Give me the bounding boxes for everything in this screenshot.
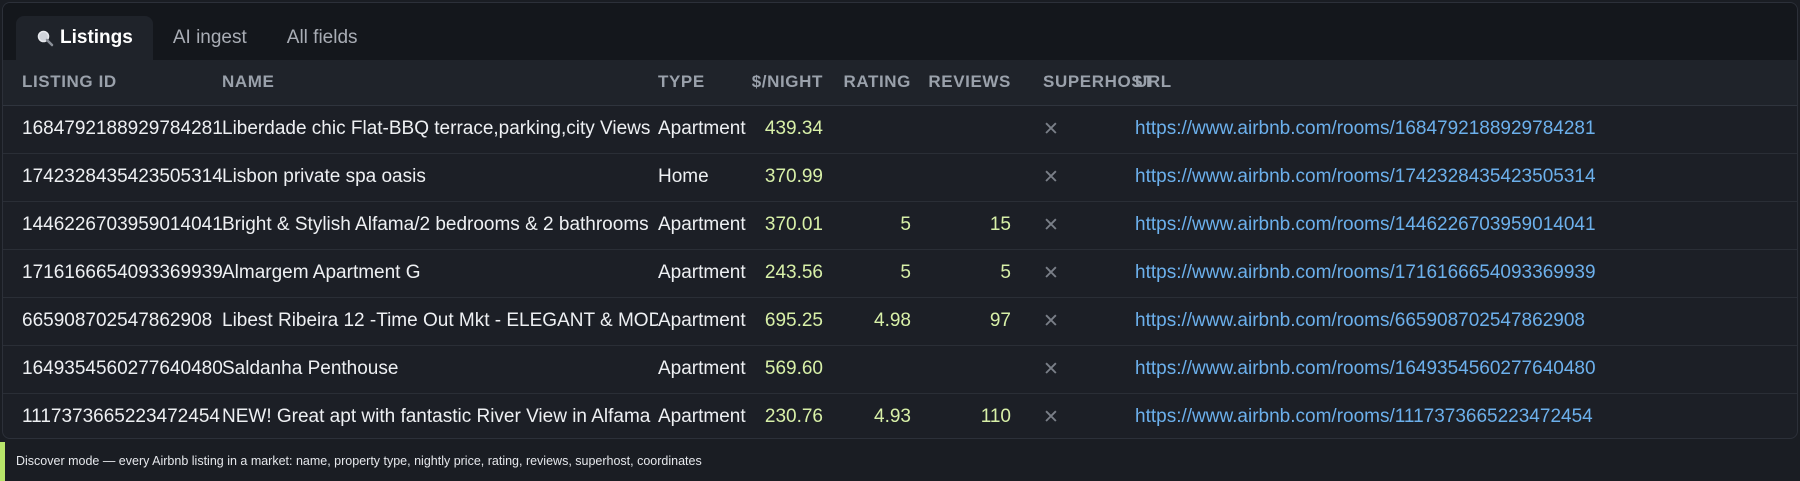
header-superhost[interactable]: SUPERHOST [1011, 60, 1154, 106]
search-icon [36, 29, 54, 47]
cell-listing-id: 1117373665223472454 [22, 406, 220, 428]
superhost-no-icon: ✕ [1043, 166, 1059, 188]
status-footer: Discover mode — every Airbnb listing in … [0, 442, 1800, 481]
cell-reviews: 97 [989, 310, 1011, 331]
listing-url-link[interactable]: https://www.airbnb.com/rooms/14462267039… [1135, 214, 1596, 235]
cell-price: 439.34 [764, 118, 823, 139]
cell-rating [823, 105, 911, 153]
cell-name: Almargem Apartment G [222, 262, 421, 283]
cell-type: Apartment [658, 358, 746, 379]
cell-listing-id: 665908702547862908 [22, 310, 213, 331]
cell-price: 695.25 [764, 310, 823, 331]
listing-url-link[interactable]: https://www.airbnb.com/rooms/17161666540… [1135, 262, 1596, 283]
cell-price: 230.76 [764, 406, 823, 428]
cell-type: Home [658, 166, 709, 187]
cell-name: NEW! Great apt with fantastic River View… [222, 406, 651, 428]
tab-label: Listings [60, 27, 133, 48]
listing-url-link[interactable]: https://www.airbnb.com/rooms/17423284354… [1135, 166, 1596, 187]
cell-type: Apartment [658, 214, 746, 235]
cell-rating: 5 [900, 262, 911, 283]
header-price[interactable]: $/NIGHT [751, 60, 823, 106]
cell-name: Saldanha Penthouse [222, 358, 399, 379]
footer-text: Discover mode — every Airbnb listing in … [16, 454, 702, 468]
cell-reviews: 15 [989, 214, 1011, 235]
superhost-no-icon: ✕ [1043, 214, 1059, 236]
cell-price: 370.01 [764, 214, 823, 235]
superhost-no-icon: ✕ [1043, 358, 1059, 380]
superhost-no-icon: ✕ [1043, 262, 1059, 284]
listing-url-link[interactable]: https://www.airbnb.com/rooms/11173736652… [1135, 406, 1593, 428]
header-reviews[interactable]: REVIEWS [911, 60, 1011, 106]
header-rating[interactable]: RATING [823, 60, 911, 106]
cell-price: 243.56 [764, 262, 823, 283]
cell-rating [823, 345, 911, 393]
cell-reviews: 110 [980, 406, 1011, 428]
table-row[interactable]: 1716166654093369939 Almargem Apartment G… [3, 249, 1797, 297]
table-header-row: LISTING ID NAME TYPE $/NIGHT RATING REVI… [3, 60, 1797, 106]
superhost-no-icon: ✕ [1043, 118, 1059, 140]
cell-type: Apartment [658, 118, 746, 139]
table-row[interactable]: 1742328435423505314 Lisbon private spa o… [3, 153, 1797, 201]
cell-name: Liberdade chic Flat-BBQ terrace,parking,… [222, 118, 651, 139]
cell-listing-id: 1446226703959014041 [22, 214, 222, 235]
cell-reviews: 5 [1000, 262, 1011, 283]
cell-type: Apartment [658, 262, 746, 283]
listings-table: LISTING ID NAME TYPE $/NIGHT RATING REVI… [3, 60, 1797, 438]
cell-type: Apartment [658, 406, 746, 428]
tab-ai-ingest[interactable]: AI ingest [153, 16, 267, 60]
tab-label: AI ingest [172, 27, 247, 48]
header-url[interactable]: URL [1135, 60, 1797, 106]
cell-reviews [911, 153, 1011, 201]
header-type[interactable]: TYPE [658, 60, 751, 106]
cell-listing-id: 1742328435423505314 [22, 166, 222, 187]
table-row[interactable]: 1117373665223472454 NEW! Great apt with … [3, 393, 1797, 438]
tab-listings[interactable]: Listings [16, 16, 153, 60]
tab-label: All fields [286, 27, 358, 48]
superhost-no-icon: ✕ [1043, 310, 1059, 332]
listing-url-link[interactable]: https://www.airbnb.com/rooms/16493545602… [1135, 358, 1596, 379]
listing-url-link[interactable]: https://www.airbnb.com/rooms/16847921889… [1135, 118, 1596, 139]
cell-listing-id: 1716166654093369939 [22, 262, 222, 283]
superhost-no-icon: ✕ [1043, 406, 1059, 428]
table-row[interactable]: 1684792188929784281 Liberdade chic Flat-… [3, 105, 1797, 153]
table-row[interactable]: 1649354560277640480 Saldanha Penthouse A… [3, 345, 1797, 393]
cell-price: 370.99 [764, 166, 823, 187]
cell-listing-id: 1684792188929784281 [22, 118, 222, 139]
table-row[interactable]: 1446226703959014041 Bright & Stylish Alf… [3, 201, 1797, 249]
header-name[interactable]: NAME [222, 60, 658, 106]
cell-rating: 4.93 [874, 406, 911, 428]
listings-panel: Listings AI ingest All fields LISTING ID… [2, 2, 1798, 439]
cell-rating [823, 153, 911, 201]
cell-listing-id: 1649354560277640480 [22, 358, 222, 379]
cell-reviews [911, 345, 1011, 393]
tab-all-fields[interactable]: All fields [267, 16, 378, 60]
cell-price: 569.60 [764, 358, 823, 379]
cell-name: Libest Ribeira 12 -Time Out Mkt - ELEGAN… [222, 310, 658, 331]
tab-bar: Listings AI ingest All fields [3, 3, 1797, 60]
cell-type: Apartment [658, 310, 746, 331]
table-row[interactable]: 665908702547862908 Libest Ribeira 12 -Ti… [3, 297, 1797, 345]
header-listing-id[interactable]: LISTING ID [3, 60, 222, 106]
cell-rating: 5 [900, 214, 911, 235]
cell-rating: 4.98 [874, 310, 911, 331]
listing-url-link[interactable]: https://www.airbnb.com/rooms/66590870254… [1135, 310, 1585, 331]
cell-name: Bright & Stylish Alfama/2 bedrooms & 2 b… [222, 214, 649, 235]
cell-name: Lisbon private spa oasis [222, 166, 426, 187]
cell-reviews [911, 105, 1011, 153]
